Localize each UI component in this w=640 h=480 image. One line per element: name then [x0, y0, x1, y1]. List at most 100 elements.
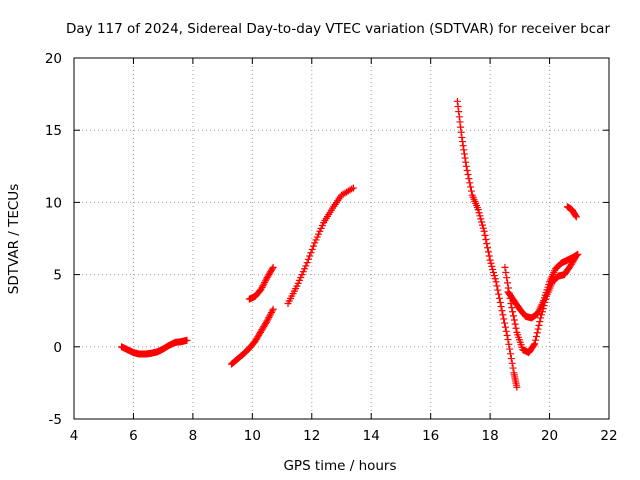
data-point: [465, 175, 473, 183]
data-point: [458, 133, 466, 141]
data-point: [483, 240, 491, 248]
axis-ticks: [73, 57, 610, 420]
series-arc-5: [453, 97, 521, 391]
data-point: [489, 265, 497, 273]
data-point: [484, 248, 492, 256]
data-point: [349, 184, 357, 192]
data-point: [455, 108, 463, 116]
data-point: [536, 318, 544, 326]
data-point: [509, 364, 517, 372]
data-point: [509, 312, 517, 320]
data-point: [485, 252, 493, 260]
y-tick-label: 15: [45, 123, 62, 139]
data-point: [537, 314, 545, 322]
data-point: [258, 283, 266, 291]
y-tick-labels: -5 0 5 10 15 20: [45, 51, 62, 428]
data-point: [269, 305, 277, 313]
data-point: [482, 236, 490, 244]
x-tick-label: 14: [363, 428, 380, 444]
data-point: [459, 138, 467, 146]
data-point: [306, 252, 314, 260]
data-point: [183, 336, 191, 344]
data-point: [269, 263, 277, 271]
data-point: [498, 307, 506, 315]
data-point: [308, 245, 316, 253]
data-point: [463, 166, 471, 174]
data-point: [479, 224, 487, 232]
x-tick-label: 12: [303, 428, 320, 444]
data-point: [531, 340, 539, 348]
x-tick-label: 10: [244, 428, 261, 444]
data-point: [265, 314, 273, 322]
data-point: [535, 321, 543, 329]
data-point: [257, 285, 265, 293]
data-point: [508, 304, 516, 312]
data-point: [260, 280, 268, 288]
data-point: [478, 221, 486, 229]
data-point: [457, 123, 465, 131]
data-point: [501, 323, 509, 331]
data-point: [502, 269, 510, 277]
x-tick-label: 4: [70, 428, 79, 444]
data-point: [534, 325, 542, 333]
data-point: [268, 265, 276, 273]
data-point: [461, 154, 469, 162]
data-point: [303, 259, 311, 267]
data-point: [533, 329, 541, 337]
series-arc-3: [245, 263, 277, 303]
data-point: [530, 341, 538, 349]
series-arc-4: [284, 184, 357, 307]
data-point: [309, 242, 317, 250]
data-point: [490, 272, 498, 280]
data-point: [467, 183, 475, 191]
y-axis-label: SDTVAR / TECUs: [6, 184, 22, 294]
data-point: [454, 102, 462, 110]
y-tick-label: 10: [45, 195, 62, 211]
x-tick-label: 18: [482, 428, 499, 444]
series-arc-7: [504, 250, 582, 322]
y-tick-label: 20: [45, 51, 62, 67]
data-point: [532, 332, 540, 340]
data-point: [348, 185, 356, 193]
data-point: [462, 162, 470, 170]
data-point: [509, 308, 517, 316]
data-point: [262, 318, 270, 326]
data-point: [492, 278, 500, 286]
x-tick-label: 22: [600, 428, 617, 444]
data-point: [478, 218, 486, 226]
data-point: [497, 303, 505, 311]
data-point: [476, 212, 484, 220]
data-point: [453, 97, 461, 105]
data-point: [532, 336, 540, 344]
data-point: [460, 150, 468, 158]
data-point: [475, 209, 483, 217]
data-point: [513, 383, 521, 391]
data-point: [487, 259, 495, 267]
data-point: [503, 331, 511, 339]
data-point: [493, 282, 501, 290]
data-point: [505, 340, 513, 348]
series-arc-2: [228, 305, 277, 368]
data-point: [506, 350, 514, 358]
data-point: [504, 336, 512, 344]
data-point: [494, 286, 502, 294]
data-point: [474, 206, 482, 214]
x-tick-label: 6: [129, 428, 138, 444]
data-point: [504, 279, 512, 287]
data-point: [501, 263, 509, 271]
data-point: [490, 269, 498, 277]
x-axis-label: GPS time / hours: [283, 458, 396, 474]
data-point: [462, 158, 470, 166]
data-point: [500, 315, 508, 323]
data-point: [459, 142, 467, 150]
data-point: [512, 324, 520, 332]
data-point: [302, 262, 310, 270]
data-point: [572, 213, 580, 221]
data-point: [261, 277, 269, 285]
data-point: [506, 345, 514, 353]
data-point: [572, 212, 580, 220]
data-point: [262, 275, 270, 283]
data-point: [501, 319, 509, 327]
y-tick-label: -5: [49, 412, 62, 428]
